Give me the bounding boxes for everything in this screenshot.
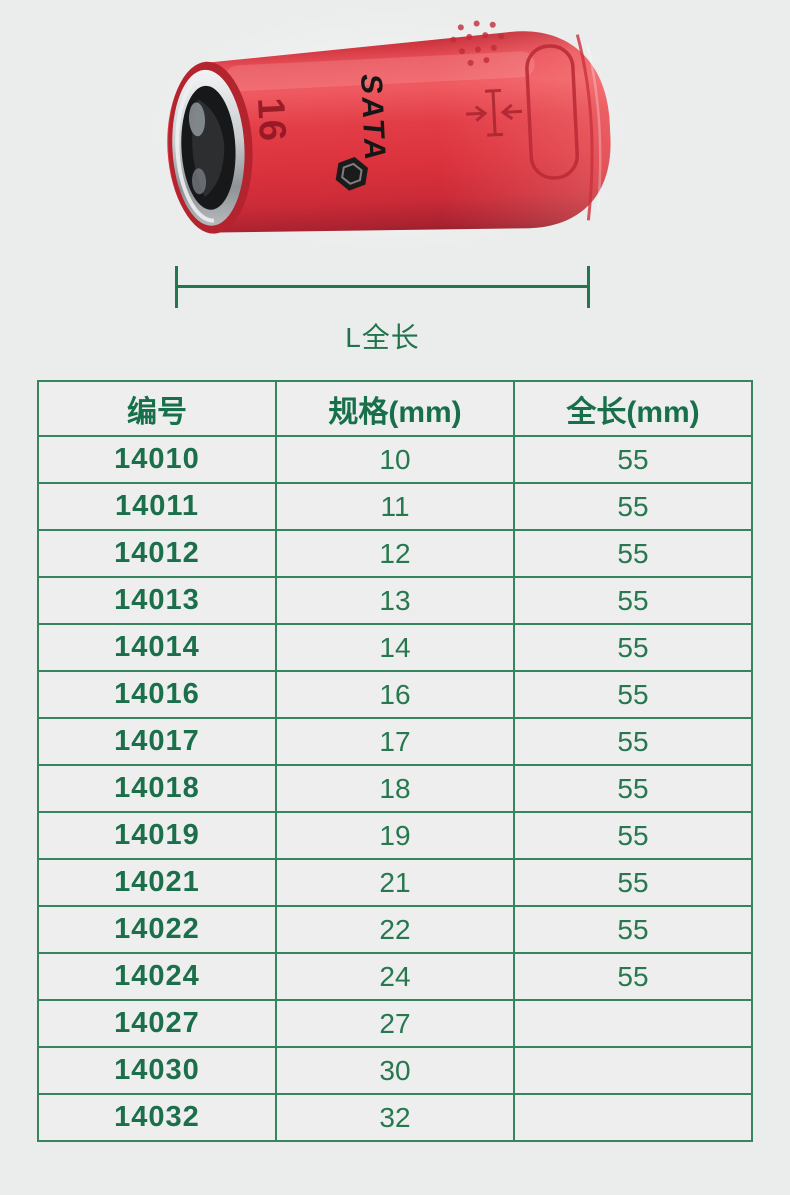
table-row: 14019 19 55 (37, 811, 753, 860)
table-row: 14016 16 55 (37, 670, 753, 719)
table-row: 14014 14 55 (37, 623, 753, 672)
spec-cell: 14 (275, 623, 515, 672)
col-header-part-number: 编号 (37, 380, 277, 437)
spec-cell: 27 (275, 999, 515, 1048)
spec-table-body: 14010 10 55 14011 11 55 14012 12 55 14013 13 55 1401… (37, 435, 753, 1142)
spec-cell: 10 (275, 435, 515, 484)
table-row: 14024 24 55 (37, 952, 753, 1001)
chrome-highlight (175, 72, 215, 223)
table-row: 14018 18 55 (37, 764, 753, 813)
dimension-line-bar (178, 285, 587, 288)
length-cell: 55 (513, 529, 753, 578)
part-number-cell: 14016 (37, 670, 277, 719)
table-row: 14032 32 (37, 1093, 753, 1142)
length-cell: 55 (513, 905, 753, 954)
spec-cell: 13 (275, 576, 515, 625)
spec-cell: 17 (275, 717, 515, 766)
part-number-cell: 14010 (37, 435, 277, 484)
size-marking: 16 (249, 97, 293, 143)
table-row: 14011 11 55 (37, 482, 753, 531)
spec-cell: 32 (275, 1093, 515, 1142)
part-number-cell: 14014 (37, 623, 277, 672)
part-number-cell: 14024 (37, 952, 277, 1001)
length-cell: 55 (513, 764, 753, 813)
brand-marking: SATA (354, 73, 391, 165)
compression-arrows-icon (466, 88, 523, 137)
length-cell: 55 (513, 670, 753, 719)
length-cell: 55 (513, 952, 753, 1001)
table-row: 14017 17 55 (37, 717, 753, 766)
spec-cell: 30 (275, 1046, 515, 1095)
part-number-cell: 14032 (37, 1093, 277, 1142)
dimension-tick-right (587, 266, 590, 308)
part-number-cell: 14011 (37, 482, 277, 531)
part-number-cell: 14013 (37, 576, 277, 625)
table-row: 14012 12 55 (37, 529, 753, 578)
spec-cell: 21 (275, 858, 515, 907)
part-number-cell: 14019 (37, 811, 277, 860)
length-cell: 55 (513, 482, 753, 531)
embossed-pill (525, 44, 579, 180)
part-number-cell: 14022 (37, 905, 277, 954)
end-ridge (575, 34, 594, 221)
length-cell: 55 (513, 811, 753, 860)
length-cell: 55 (513, 435, 753, 484)
part-number-cell: 14018 (37, 764, 277, 813)
length-cell (513, 1093, 753, 1142)
length-cell (513, 999, 753, 1048)
spec-cell: 19 (275, 811, 515, 860)
spec-cell: 18 (275, 764, 515, 813)
socket-illustration: 16 SATA (162, 20, 615, 246)
spec-cell: 11 (275, 482, 515, 531)
table-row: 14027 27 (37, 999, 753, 1048)
col-header-length-mm: 全长(mm) (513, 380, 753, 437)
spec-cell: 22 (275, 905, 515, 954)
length-cell (513, 1046, 753, 1095)
part-number-cell: 14027 (37, 999, 277, 1048)
spec-cell: 16 (275, 670, 515, 719)
length-cell: 55 (513, 717, 753, 766)
length-cell: 55 (513, 623, 753, 672)
embossed-dots (450, 20, 505, 66)
product-photo: 16 SATA (148, 8, 628, 253)
length-cell: 55 (513, 858, 753, 907)
table-header-row: 编号 规格(mm) 全长(mm) (37, 380, 753, 437)
part-number-cell: 14017 (37, 717, 277, 766)
dimension-indicator: L全长 (175, 266, 590, 356)
dimension-tick-left (175, 266, 178, 308)
spec-cell: 24 (275, 952, 515, 1001)
dimension-label: L全长 (345, 322, 420, 353)
socket-body-group: 16 SATA (162, 20, 615, 246)
col-header-spec-mm: 规格(mm) (275, 380, 515, 437)
length-cell: 55 (513, 576, 753, 625)
part-number-cell: 14021 (37, 858, 277, 907)
table-row: 14013 13 55 (37, 576, 753, 625)
table-row: 14010 10 55 (37, 435, 753, 484)
table-row: 14030 30 (37, 1046, 753, 1095)
part-number-cell: 14012 (37, 529, 277, 578)
hexagon-logo (335, 157, 369, 191)
table-row: 14021 21 55 (37, 858, 753, 907)
table-row: 14022 22 55 (37, 905, 753, 954)
spec-table: 编号 规格(mm) 全长(mm) 14010 10 55 14011 11 55 14012… (37, 380, 753, 1142)
dimension-line (175, 266, 590, 308)
end-ridge-highlight (586, 45, 602, 210)
spec-cell: 12 (275, 529, 515, 578)
part-number-cell: 14030 (37, 1046, 277, 1095)
